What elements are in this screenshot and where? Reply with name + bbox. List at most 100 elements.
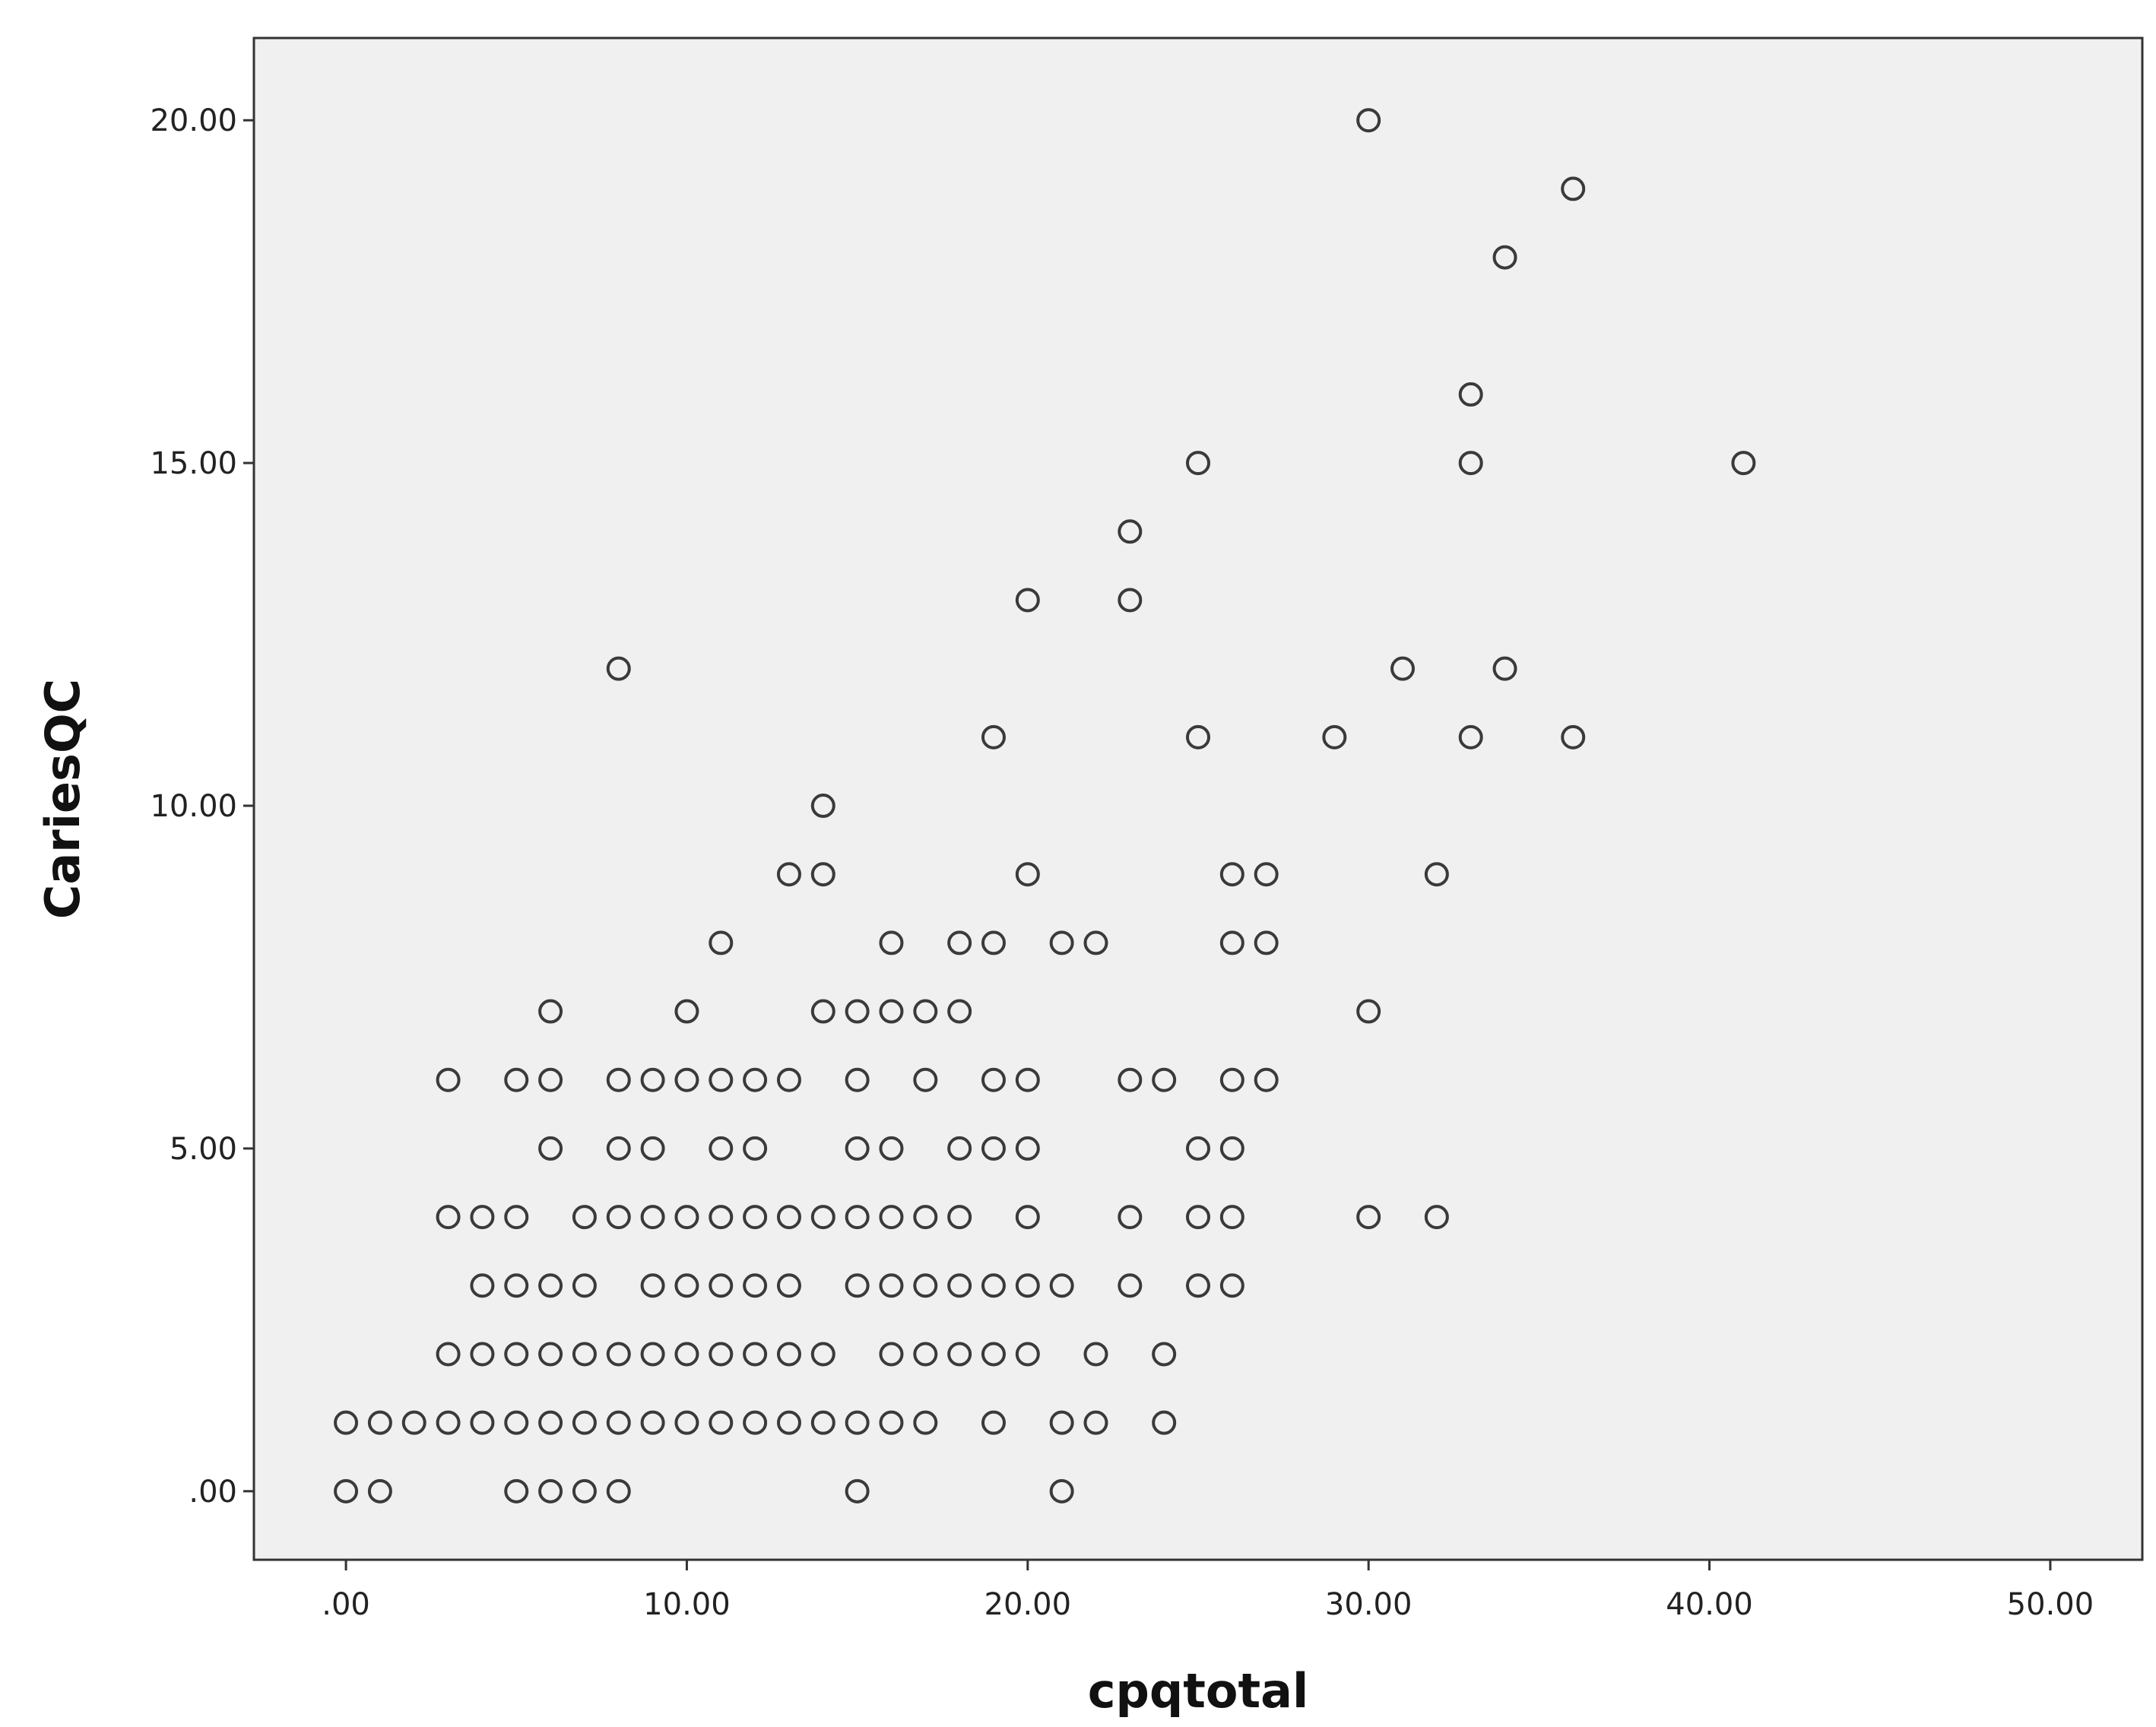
data-point [879,930,904,955]
data-point [367,1410,392,1435]
data-point [504,1205,529,1230]
data-point [504,1273,529,1298]
data-point [776,1067,801,1092]
data-point [436,1205,461,1230]
data-point [334,1478,359,1504]
data-point [538,1342,563,1367]
data-point [1152,1342,1177,1367]
data-point [845,999,870,1024]
data-point [709,1342,734,1367]
data-point [776,1205,801,1230]
y-tick-label: .00 [189,1475,237,1510]
data-point [947,1273,972,1298]
data-point [1219,862,1244,887]
y-tick-label: 20.00 [150,103,237,138]
data-point [470,1205,495,1230]
data-point [470,1273,495,1298]
data-point [1254,1067,1279,1092]
data-point [572,1478,597,1504]
data-point [810,794,835,819]
data-point [709,1410,734,1435]
data-point [1049,1410,1074,1435]
data-point [1049,1478,1074,1504]
data-point [1186,451,1210,476]
data-point [1152,1067,1177,1092]
data-point [1424,1205,1449,1230]
data-point [1118,1273,1143,1298]
data-point [606,1205,631,1230]
data-point [709,1205,734,1230]
data-point [981,930,1006,955]
data-point [1049,930,1074,955]
data-point [606,1342,631,1367]
data-point [640,1205,665,1230]
data-point [1458,724,1483,749]
data-point [879,1273,904,1298]
data-point [1219,1273,1244,1298]
data-point [743,1342,768,1367]
data-point [743,1067,768,1092]
data-point [845,1136,870,1161]
data-point [538,1410,563,1435]
data-point [538,1273,563,1298]
data-point [504,1342,529,1367]
data-point [606,1067,631,1092]
data-point [845,1205,870,1230]
data-point [572,1410,597,1435]
y-tick-label: 5.00 [170,1132,237,1167]
data-point [879,1410,904,1435]
data-point [1015,1136,1040,1161]
data-point [436,1342,461,1367]
x-axis: .00 10.00 20.00 30.00 40.00 50.00 [322,1560,2094,1622]
x-tick-label: 40.00 [1666,1587,1753,1622]
data-point [1015,1067,1040,1092]
data-point [1492,656,1517,681]
data-point [709,930,734,955]
y-axis-title: CariesQC [35,679,90,919]
data-point [1015,1205,1040,1230]
data-point [1186,724,1210,749]
data-point [845,1410,870,1435]
data-point [1186,1273,1210,1298]
data-point [1015,1273,1040,1298]
data-point [776,862,801,887]
data-point [981,1410,1006,1435]
data-point [606,1478,631,1504]
x-axis-title: cpqtotal [1088,1663,1308,1719]
data-point [1219,1067,1244,1092]
data-point [640,1342,665,1367]
data-point [1731,451,1756,476]
data-point [334,1410,359,1435]
data-point [504,1410,529,1435]
data-point [1083,930,1108,955]
data-point [1390,656,1416,681]
data-point [947,930,972,955]
data-point [947,1136,972,1161]
data-point [640,1410,665,1435]
data-point [845,1478,870,1504]
data-point [709,1273,734,1298]
data-point [743,1273,768,1298]
data-point [606,1136,631,1161]
data-point [436,1067,461,1092]
data-point [1186,1205,1210,1230]
data-point [572,1342,597,1367]
data-point [1015,862,1040,887]
x-tick-label: .00 [322,1587,370,1622]
data-point [1219,1205,1244,1230]
data-point [981,1273,1006,1298]
data-point [947,999,972,1024]
data-point [572,1205,597,1230]
data-point [981,1067,1006,1092]
data-point [1118,519,1143,544]
data-point [674,999,699,1024]
data-point [810,1342,835,1367]
x-tick-label: 50.00 [2007,1587,2094,1622]
data-point [1492,245,1517,270]
data-point [913,1205,938,1230]
data-point [879,1205,904,1230]
data-point [1152,1410,1177,1435]
data-point [743,1205,768,1230]
y-tick-label: 10.00 [150,789,237,824]
